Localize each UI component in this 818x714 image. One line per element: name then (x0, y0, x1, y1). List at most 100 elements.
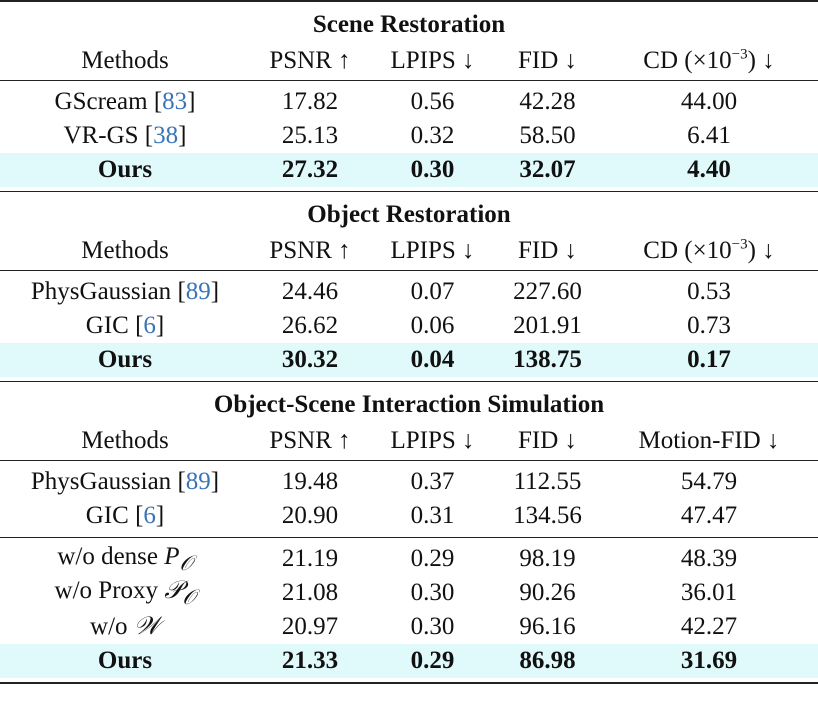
method-cell: w/o 𝒲 (90, 613, 160, 640)
citation-link[interactable]: 89 (185, 468, 211, 495)
cd-cell: 6.41 (687, 122, 731, 149)
col-header-fid: FID ↓ (517, 237, 578, 264)
col-header-cd: CD (×10−3) ↓ (643, 236, 775, 264)
lpips-cell: 0.29 (410, 545, 455, 572)
citation-link[interactable]: 89 (185, 278, 211, 305)
col-header-fid: FID ↓ (517, 427, 578, 454)
section-title: Object Restoration (307, 201, 511, 228)
method-cell: Ours (0, 343, 250, 377)
lpips-cell: 0.06 (410, 312, 455, 339)
motion-fid-cell: 36.01 (680, 579, 738, 606)
motion-fid-cell: 47.47 (680, 502, 738, 529)
fid-cell: 112.55 (513, 468, 582, 495)
lpips-cell: 0.04 (370, 343, 495, 377)
cd-cell: 0.17 (600, 343, 818, 377)
psnr-cell: 21.33 (250, 644, 370, 678)
fid-cell: 42.28 (519, 88, 576, 115)
header-row: Methods PSNR ↑ LPIPS ↓ FID ↓ CD (×10−3) … (0, 232, 818, 271)
fid-cell: 227.60 (513, 278, 582, 305)
motion-fid-cell: 31.69 (600, 644, 818, 678)
psnr-cell: 30.32 (250, 343, 370, 377)
motion-fid-cell: 54.79 (680, 468, 738, 495)
col-header-psnr: PSNR ↑ (269, 427, 351, 454)
col-header-psnr: PSNR ↑ (269, 237, 351, 264)
col-header-methods: Methods (81, 427, 169, 454)
results-table-figure: Scene Restoration Methods PSNR ↑ LPIPS ↓… (0, 0, 818, 685)
col-header-lpips: LPIPS ↓ (390, 237, 475, 264)
fid-cell: 86.98 (495, 644, 600, 678)
fid-cell: 32.07 (495, 153, 600, 187)
psnr-cell: 25.13 (281, 122, 339, 149)
lpips-cell: 0.29 (370, 644, 495, 678)
method-cell: GScream [83] (54, 88, 196, 115)
citation-link[interactable]: 6 (143, 312, 156, 339)
col-header-methods: Methods (81, 47, 169, 74)
psnr-cell: 21.08 (281, 579, 339, 606)
method-cell: VR-GS [38] (63, 122, 187, 149)
fid-cell: 58.50 (519, 122, 576, 149)
section-title: Scene Restoration (312, 11, 506, 38)
header-row: Methods PSNR ↑ LPIPS ↓ FID ↓ CD (×10−3) … (0, 42, 818, 81)
method-cell: Ours (0, 153, 250, 187)
ablation-row: w/o Proxy 𝒫𝒪 21.08 0.30 90.26 36.01 (0, 576, 818, 610)
lpips-cell: 0.30 (410, 579, 455, 606)
fid-cell: 138.75 (495, 343, 600, 377)
col-header-motion-fid: Motion-FID ↓ (638, 427, 780, 454)
lpips-cell: 0.56 (410, 88, 455, 115)
lpips-cell: 0.30 (410, 613, 455, 640)
method-cell: PhysGaussian [89] (30, 468, 220, 495)
fid-cell: 134.56 (513, 502, 582, 529)
psnr-cell: 17.82 (281, 88, 339, 115)
ours-row: Ours 27.32 0.30 32.07 4.40 (0, 153, 818, 187)
lpips-cell: 0.30 (370, 153, 495, 187)
col-header-methods: Methods (81, 237, 169, 264)
table-row: VR-GS [38] 25.13 0.32 58.50 6.41 (0, 119, 818, 153)
section-title: Object-Scene Interaction Simulation (213, 391, 605, 418)
cd-cell: 0.53 (687, 278, 731, 305)
psnr-cell: 20.90 (281, 502, 339, 529)
fid-cell: 201.91 (513, 312, 582, 339)
section-interaction-simulation: Object-Scene Interaction Simulation Meth… (0, 381, 818, 685)
lpips-cell: 0.31 (410, 502, 455, 529)
psnr-cell: 19.48 (281, 468, 339, 495)
lpips-cell: 0.37 (410, 468, 455, 495)
ours-row: Ours 30.32 0.04 138.75 0.17 (0, 343, 818, 377)
psnr-cell: 26.62 (281, 312, 339, 339)
motion-fid-cell: 48.39 (680, 545, 738, 572)
method-cell: Ours (0, 644, 250, 678)
method-cell: w/o Proxy 𝒫𝒪 (54, 576, 196, 609)
fid-cell: 96.16 (519, 613, 576, 640)
lpips-cell: 0.32 (410, 122, 455, 149)
col-header-cd: CD (×10−3) ↓ (643, 46, 775, 74)
citation-link[interactable]: 83 (162, 88, 188, 115)
ablation-row: w/o 𝒲 20.97 0.30 96.16 42.27 (0, 610, 818, 644)
section-scene-restoration: Scene Restoration Methods PSNR ↑ LPIPS ↓… (0, 0, 818, 192)
psnr-cell: 27.32 (250, 153, 370, 187)
psnr-cell: 21.19 (281, 545, 339, 572)
psnr-cell: 24.46 (281, 278, 339, 305)
fid-cell: 98.19 (519, 545, 576, 572)
citation-link[interactable]: 6 (143, 502, 156, 529)
method-cell: PhysGaussian [89] (30, 278, 220, 305)
cd-cell: 4.40 (600, 153, 818, 187)
psnr-cell: 20.97 (281, 613, 339, 640)
table-row: PhysGaussian [89] 19.48 0.37 112.55 54.7… (0, 465, 818, 499)
col-header-fid: FID ↓ (517, 47, 578, 74)
ablation-row: w/o dense P𝒪 21.19 0.29 98.19 48.39 (0, 542, 818, 576)
lpips-cell: 0.07 (410, 278, 455, 305)
table-row: GIC [6] 26.62 0.06 201.91 0.73 (0, 309, 818, 343)
col-header-lpips: LPIPS ↓ (390, 427, 475, 454)
table-row: GIC [6] 20.90 0.31 134.56 47.47 (0, 499, 818, 533)
method-cell: GIC [6] (85, 312, 165, 339)
citation-link[interactable]: 38 (153, 122, 179, 149)
cd-cell: 44.00 (680, 88, 738, 115)
cd-cell: 0.73 (687, 312, 731, 339)
table-row: PhysGaussian [89] 24.46 0.07 227.60 0.53 (0, 275, 818, 309)
table-row: GScream [83] 17.82 0.56 42.28 44.00 (0, 85, 818, 119)
results-table: Scene Restoration Methods PSNR ↑ LPIPS ↓… (0, 0, 818, 685)
col-header-lpips: LPIPS ↓ (390, 47, 475, 74)
ours-row: Ours 21.33 0.29 86.98 31.69 (0, 644, 818, 678)
method-cell: GIC [6] (85, 502, 165, 529)
fid-cell: 90.26 (519, 579, 576, 606)
header-row: Methods PSNR ↑ LPIPS ↓ FID ↓ Motion-FID … (0, 422, 818, 461)
